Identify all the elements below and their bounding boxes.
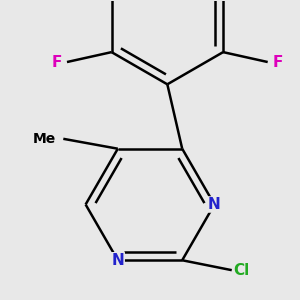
Text: F: F bbox=[273, 55, 283, 70]
Text: Cl: Cl bbox=[233, 263, 250, 278]
Text: N: N bbox=[111, 253, 124, 268]
Text: N: N bbox=[208, 197, 221, 212]
Text: F: F bbox=[52, 55, 62, 70]
Text: Me: Me bbox=[33, 132, 56, 146]
